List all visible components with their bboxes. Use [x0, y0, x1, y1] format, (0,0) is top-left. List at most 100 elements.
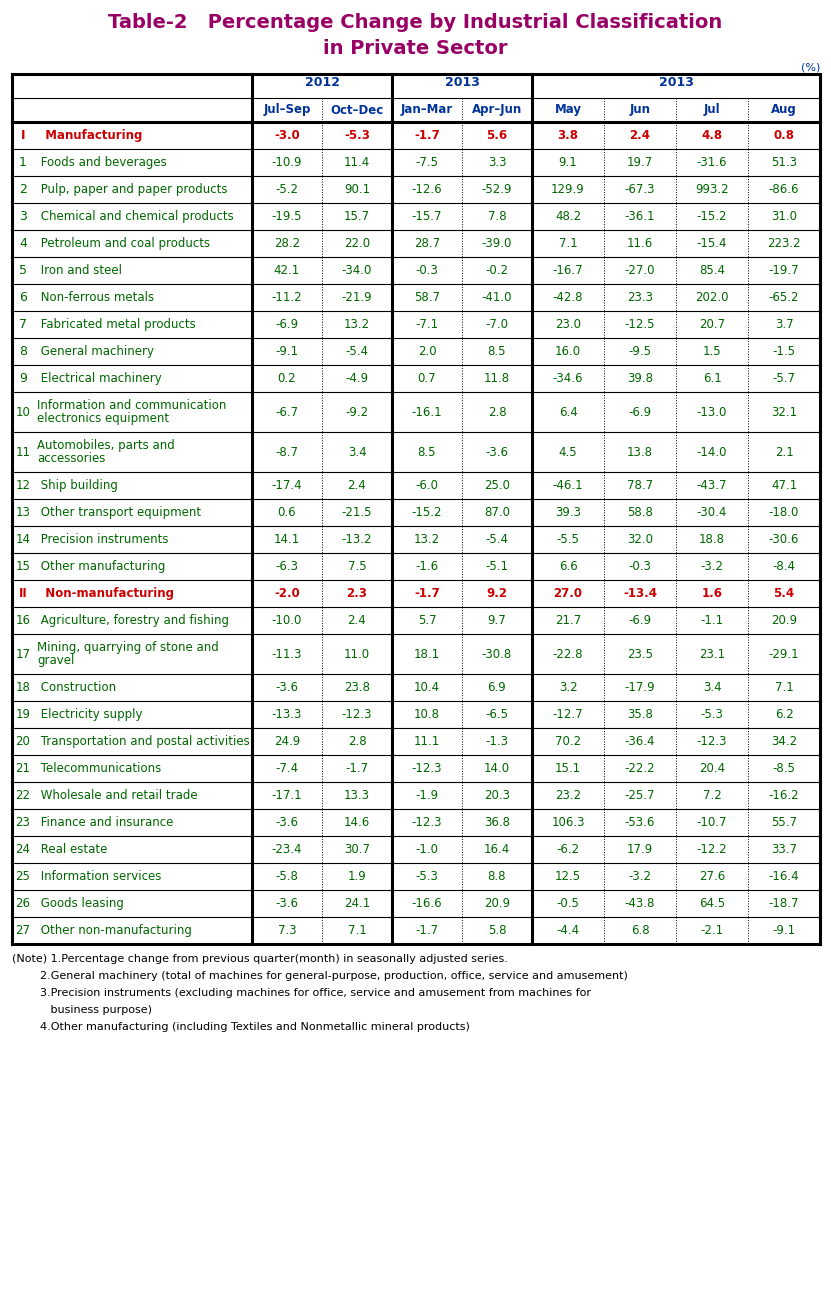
Text: 23.5: 23.5 [627, 647, 653, 660]
Text: -0.3: -0.3 [416, 264, 439, 277]
Text: -17.4: -17.4 [272, 479, 302, 492]
Text: 6: 6 [19, 291, 27, 304]
Text: 3.8: 3.8 [558, 129, 578, 142]
Text: Non-manufacturing: Non-manufacturing [37, 587, 174, 600]
Text: 0.7: 0.7 [418, 372, 436, 385]
Text: 6.1: 6.1 [703, 372, 721, 385]
Text: 2.3: 2.3 [347, 587, 367, 600]
Text: gravel: gravel [37, 654, 75, 667]
Text: -8.7: -8.7 [276, 445, 298, 458]
Text: 24: 24 [16, 843, 31, 856]
Text: 11: 11 [16, 445, 31, 458]
Text: Finance and insurance: Finance and insurance [37, 816, 174, 829]
Text: accessories: accessories [37, 452, 106, 465]
Text: 20.9: 20.9 [771, 613, 797, 626]
Text: 27.0: 27.0 [553, 587, 583, 600]
Text: Other non-manufacturing: Other non-manufacturing [37, 924, 192, 937]
Text: -27.0: -27.0 [625, 264, 656, 277]
Text: 6.9: 6.9 [488, 681, 506, 694]
Text: 7: 7 [19, 318, 27, 331]
Text: 20.9: 20.9 [484, 897, 510, 910]
Text: -12.7: -12.7 [553, 709, 583, 720]
Text: 7.3: 7.3 [278, 924, 297, 937]
Text: 20: 20 [16, 735, 31, 748]
Text: May: May [554, 103, 582, 116]
Text: Petroleum and coal products: Petroleum and coal products [37, 238, 210, 251]
Text: -8.4: -8.4 [773, 560, 795, 573]
Text: 5.6: 5.6 [486, 129, 508, 142]
Text: -10.9: -10.9 [272, 157, 302, 170]
Text: 6.6: 6.6 [558, 560, 578, 573]
Text: 11.8: 11.8 [484, 372, 510, 385]
Text: 26: 26 [16, 897, 31, 910]
Text: -21.9: -21.9 [342, 291, 372, 304]
Text: -1.7: -1.7 [346, 762, 369, 775]
Text: -5.8: -5.8 [276, 870, 298, 883]
Text: 5.7: 5.7 [418, 613, 436, 626]
Text: 19: 19 [16, 709, 31, 720]
Text: -36.1: -36.1 [625, 210, 656, 223]
Text: 7.1: 7.1 [558, 238, 578, 251]
Text: -15.7: -15.7 [411, 210, 442, 223]
Text: -16.2: -16.2 [769, 790, 799, 803]
Text: 25.0: 25.0 [484, 479, 510, 492]
Text: 5.8: 5.8 [488, 924, 506, 937]
Text: General machinery: General machinery [37, 345, 154, 358]
Text: Electrical machinery: Electrical machinery [37, 372, 162, 385]
Text: Foods and beverages: Foods and beverages [37, 157, 167, 170]
Text: 14.1: 14.1 [274, 532, 300, 545]
Text: -42.8: -42.8 [553, 291, 583, 304]
Text: -6.2: -6.2 [557, 843, 579, 856]
Text: -52.9: -52.9 [482, 183, 512, 196]
Text: Jan–Mar: Jan–Mar [401, 103, 453, 116]
Text: 0.2: 0.2 [278, 372, 297, 385]
Text: 34.2: 34.2 [771, 735, 797, 748]
Text: 64.5: 64.5 [699, 897, 725, 910]
Text: 13: 13 [16, 506, 31, 519]
Text: -1.6: -1.6 [416, 560, 439, 573]
Text: -53.6: -53.6 [625, 816, 655, 829]
Text: 17: 17 [16, 647, 31, 660]
Text: 12: 12 [16, 479, 31, 492]
Text: -30.8: -30.8 [482, 647, 512, 660]
Text: Telecommunications: Telecommunications [37, 762, 161, 775]
Text: business purpose): business purpose) [12, 1005, 152, 1015]
Text: 2013: 2013 [445, 76, 479, 89]
Text: 2.4: 2.4 [347, 479, 366, 492]
Text: -1.7: -1.7 [416, 924, 439, 937]
Text: 18.8: 18.8 [699, 532, 725, 545]
Text: 23.0: 23.0 [555, 318, 581, 331]
Text: 19.7: 19.7 [627, 157, 653, 170]
Text: 7.1: 7.1 [347, 924, 366, 937]
Text: 21.7: 21.7 [555, 613, 581, 626]
Text: I: I [21, 129, 25, 142]
Text: 28.2: 28.2 [274, 238, 300, 251]
Text: 23.1: 23.1 [699, 647, 725, 660]
Text: -23.4: -23.4 [272, 843, 302, 856]
Text: 27.6: 27.6 [699, 870, 725, 883]
Text: Other transport equipment: Other transport equipment [37, 506, 201, 519]
Text: 11.1: 11.1 [414, 735, 440, 748]
Text: -18.7: -18.7 [769, 897, 799, 910]
Text: 8.5: 8.5 [488, 345, 506, 358]
Text: -3.2: -3.2 [628, 870, 652, 883]
Text: Jun: Jun [630, 103, 651, 116]
Text: -6.5: -6.5 [485, 709, 509, 720]
Text: Other manufacturing: Other manufacturing [37, 560, 165, 573]
Text: Goods leasing: Goods leasing [37, 897, 124, 910]
Text: -6.9: -6.9 [628, 406, 652, 419]
Text: 3.7: 3.7 [774, 318, 794, 331]
Text: -5.2: -5.2 [276, 183, 298, 196]
Text: 9.2: 9.2 [486, 587, 508, 600]
Text: 13.2: 13.2 [414, 532, 440, 545]
Text: -5.3: -5.3 [416, 870, 439, 883]
Text: -6.9: -6.9 [628, 613, 652, 626]
Text: Automobiles, parts and: Automobiles, parts and [37, 438, 175, 452]
Text: 23: 23 [16, 816, 31, 829]
Text: 2012: 2012 [304, 76, 340, 89]
Text: -3.2: -3.2 [701, 560, 724, 573]
Text: 39.8: 39.8 [627, 372, 653, 385]
Text: 9.1: 9.1 [558, 157, 578, 170]
Text: -6.7: -6.7 [275, 406, 298, 419]
Text: -2.1: -2.1 [701, 924, 724, 937]
